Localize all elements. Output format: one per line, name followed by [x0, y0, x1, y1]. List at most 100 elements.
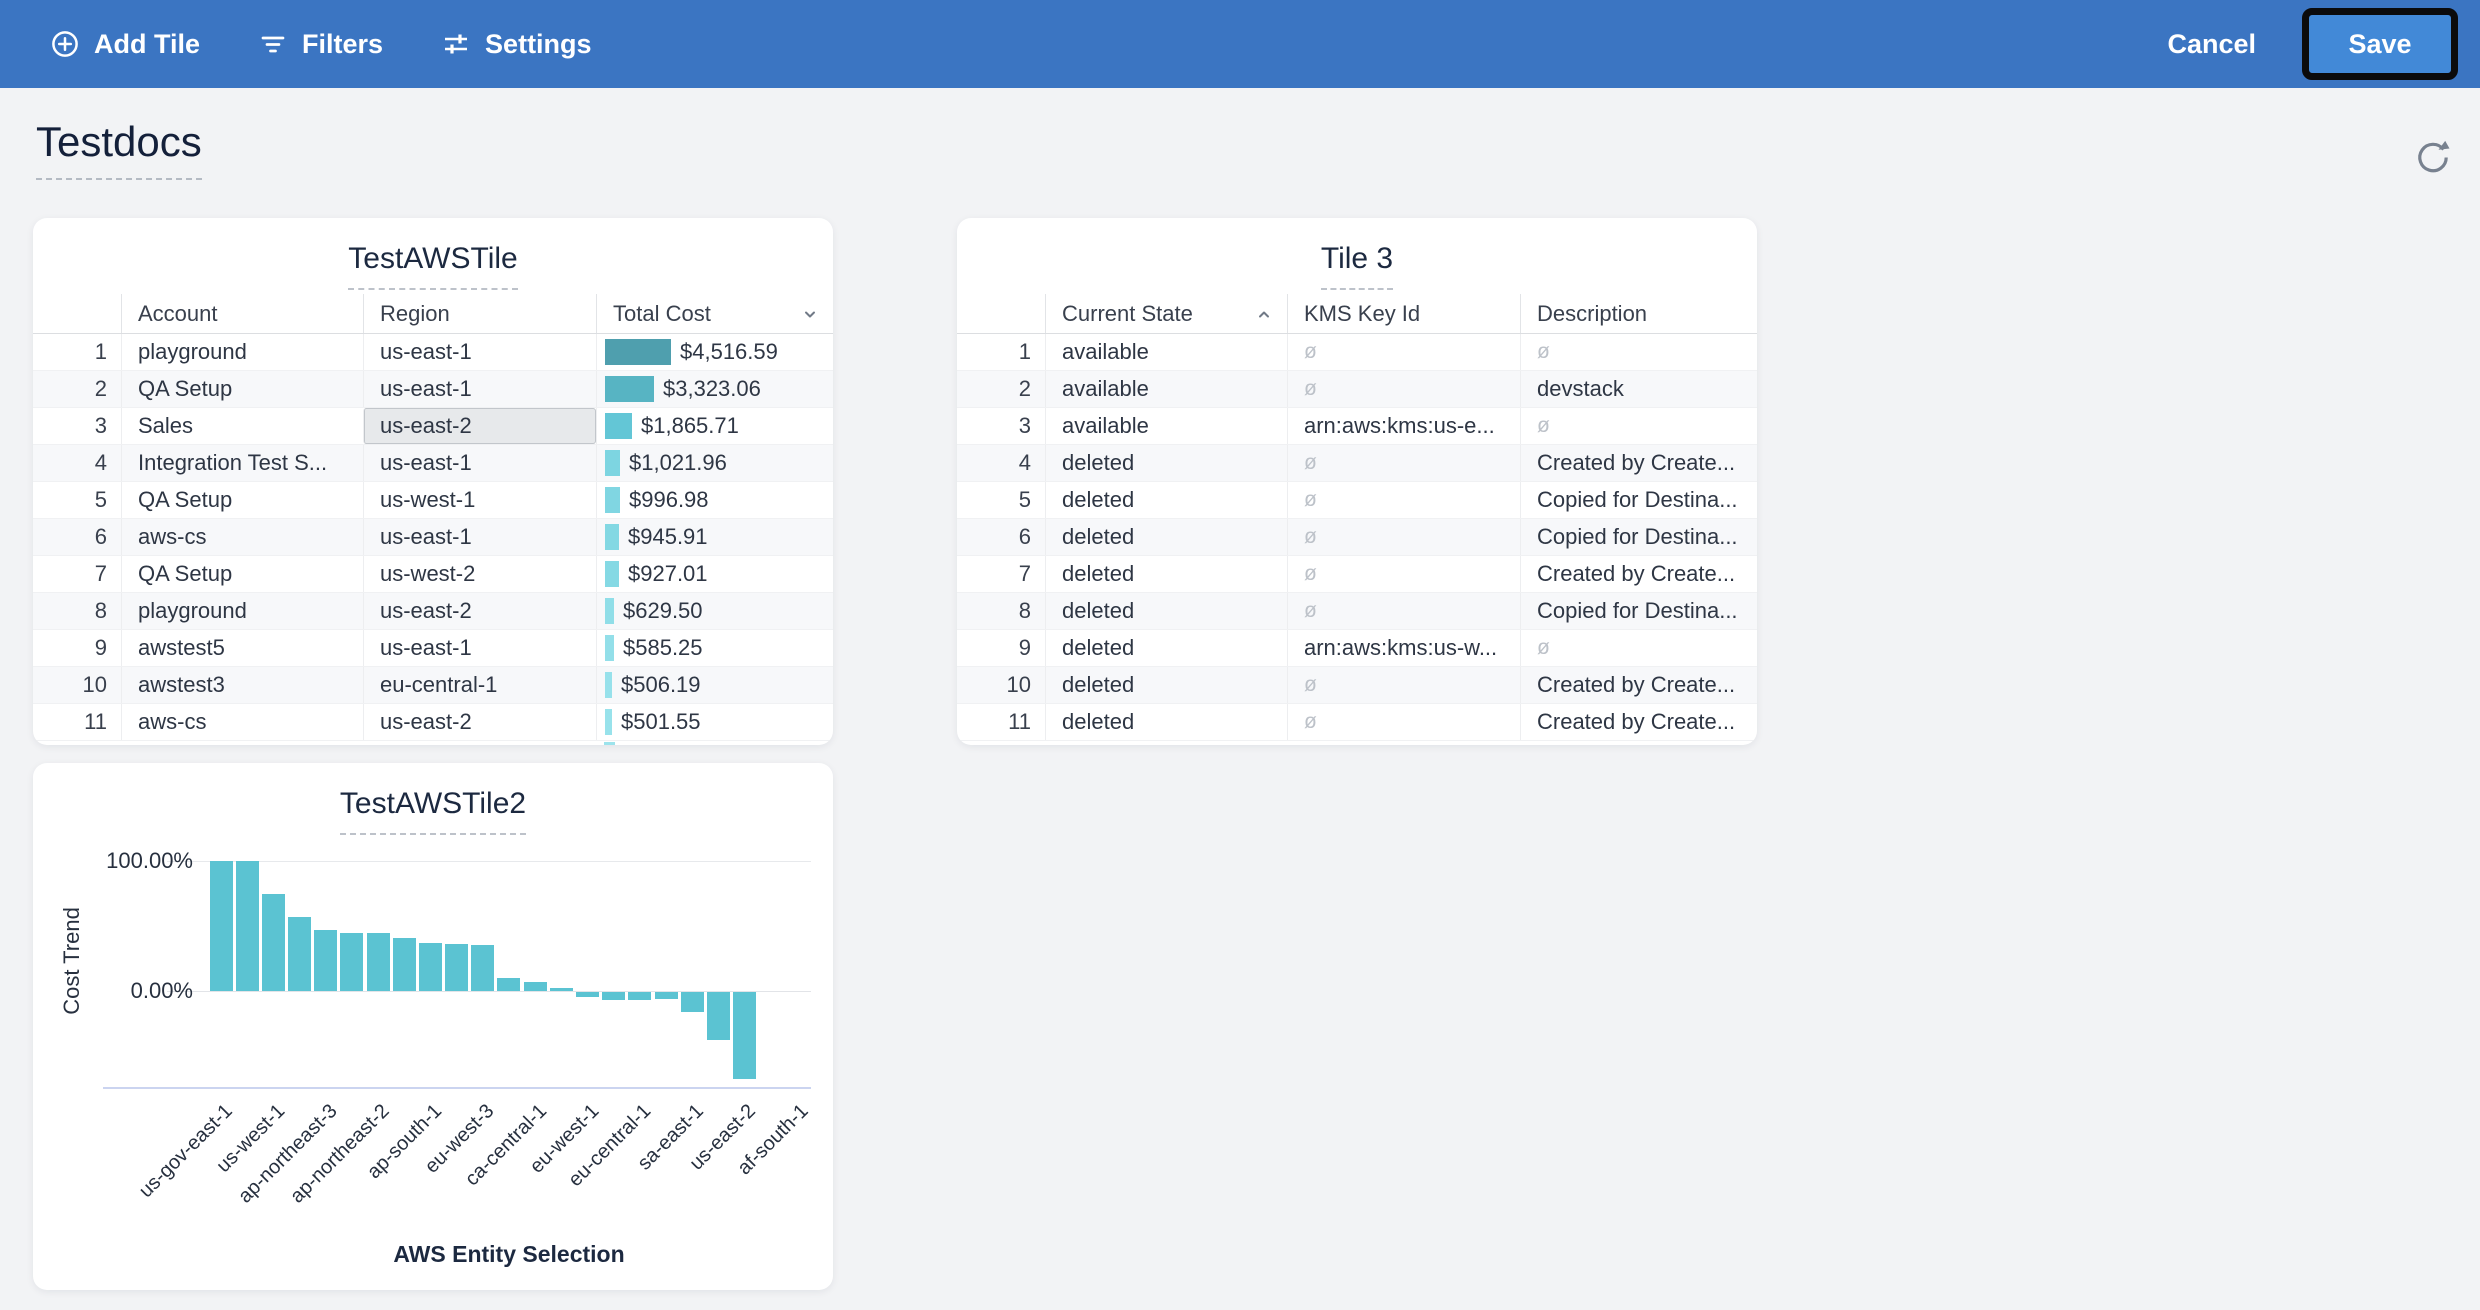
description-cell[interactable]: Created by Create... — [1520, 704, 1757, 740]
current-state-cell[interactable]: available — [1045, 334, 1287, 370]
description-cell[interactable]: ø — [1520, 408, 1757, 444]
null-value: ø — [1537, 636, 1550, 659]
account-cell[interactable]: aws-cs — [121, 519, 363, 555]
description-cell[interactable]: devstack — [1520, 371, 1757, 407]
description-cell[interactable]: Created by Create... — [1520, 556, 1757, 592]
column-header-kms-key-id[interactable]: KMS Key Id — [1287, 294, 1520, 333]
column-header-description[interactable]: Description — [1520, 294, 1757, 333]
description-cell[interactable]: Created by Create... — [1520, 667, 1757, 703]
kms-key-id-cell[interactable]: arn:aws:kms:us-w... — [1287, 630, 1520, 666]
cost-bar — [605, 339, 671, 365]
description-cell[interactable]: Copied for Destina... — [1520, 593, 1757, 629]
account-cell[interactable]: playground — [121, 334, 363, 370]
current-state-cell[interactable]: deleted — [1045, 630, 1287, 666]
current-state-cell[interactable]: deleted — [1045, 445, 1287, 481]
column-header-region[interactable]: Region — [363, 294, 596, 333]
region-cell[interactable]: us-east-1 — [363, 334, 596, 370]
kms-key-id-cell[interactable]: ø — [1287, 445, 1520, 481]
description-cell[interactable]: ø — [1520, 334, 1757, 370]
total-cost-cell[interactable]: $3,323.06 — [596, 371, 833, 407]
region-cell[interactable]: us-east-2 — [363, 593, 596, 629]
current-state-cell[interactable]: deleted — [1045, 519, 1287, 555]
kms-key-id-cell[interactable]: ø — [1287, 667, 1520, 703]
table-row: 1 playground us-east-1 $4,516.59 — [33, 334, 833, 371]
kms-key-id-cell[interactable]: ø — [1287, 556, 1520, 592]
total-cost-cell[interactable]: $1,021.96 — [596, 445, 833, 481]
total-cost-cell[interactable]: $927.01 — [596, 556, 833, 592]
description-cell[interactable]: ø — [1520, 630, 1757, 666]
total-cost-cell[interactable]: $996.98 — [596, 482, 833, 518]
region-cell[interactable]: eu-central-1 — [363, 667, 596, 703]
column-header-label: Description — [1537, 300, 1648, 326]
current-state-cell[interactable]: deleted — [1045, 667, 1287, 703]
kms-key-id-cell[interactable]: ø — [1287, 593, 1520, 629]
y-tick-0: 0.00% — [130, 978, 193, 1003]
current-state-cell[interactable]: available — [1045, 371, 1287, 407]
account-cell[interactable]: QA Setup — [121, 556, 363, 592]
cost-value: $1,865.71 — [641, 413, 739, 438]
cost-value: $996.98 — [629, 487, 709, 512]
column-header-current-state[interactable]: Current State — [1045, 294, 1287, 333]
chart-bar — [602, 992, 626, 1000]
account-cell[interactable]: Sales — [121, 408, 363, 444]
total-cost-cell[interactable]: $501.55 — [596, 704, 833, 740]
account-cell[interactable]: QA Setup — [121, 482, 363, 518]
region-cell[interactable]: us-east-2 — [363, 704, 596, 740]
table-row: 8 deleted ø Copied for Destina... — [957, 593, 1757, 630]
total-cost-cell[interactable]: $585.25 — [596, 630, 833, 666]
table-row: 2 QA Setup us-east-1 $3,323.06 — [33, 371, 833, 408]
column-header-account[interactable]: Account — [121, 294, 363, 333]
current-state-cell[interactable]: deleted — [1045, 556, 1287, 592]
region-cell[interactable]: us-east-1 — [363, 445, 596, 481]
region-cell[interactable]: us-east-1 — [363, 519, 596, 555]
kms-key-id-cell[interactable]: ø — [1287, 704, 1520, 740]
region-cell-selected[interactable]: us-east-2 — [363, 408, 596, 444]
region-cell[interactable]: us-east-1 — [363, 371, 596, 407]
null-value: ø — [1304, 562, 1317, 585]
current-state-cell[interactable]: deleted — [1045, 593, 1287, 629]
cost-value: $629.50 — [623, 598, 703, 623]
current-state-cell[interactable]: deleted — [1045, 704, 1287, 740]
total-cost-cell[interactable]: $4,516.59 — [596, 334, 833, 370]
tile-title[interactable]: TestAWSTile2 — [339, 787, 527, 835]
kms-table: Current State KMS Key Id Description 1 avail… — [957, 294, 1757, 741]
row-number: 1 — [1018, 339, 1031, 364]
description-cell[interactable]: Created by Create... — [1520, 445, 1757, 481]
account-cell[interactable]: Integration Test S... — [121, 445, 363, 481]
tile-title[interactable]: Tile 3 — [1320, 242, 1394, 290]
account-cell[interactable]: awstest5 — [121, 630, 363, 666]
kms-key-id-cell[interactable]: ø — [1287, 334, 1520, 370]
description-cell[interactable]: Copied for Destina... — [1520, 482, 1757, 518]
kms-key-id-cell[interactable]: ø — [1287, 519, 1520, 555]
table-row: 10 deleted ø Created by Create... — [957, 667, 1757, 704]
settings-button[interactable]: Settings — [441, 29, 592, 60]
current-state-cell[interactable]: available — [1045, 408, 1287, 444]
kms-key-id-cell[interactable]: ø — [1287, 482, 1520, 518]
add-tile-button[interactable]: Add Tile — [50, 29, 200, 60]
account-cell[interactable]: aws-cs — [121, 704, 363, 740]
page-title[interactable]: Testdocs — [36, 118, 202, 180]
region-cell[interactable]: us-west-2 — [363, 556, 596, 592]
kms-key-id-cell[interactable]: arn:aws:kms:us-e... — [1287, 408, 1520, 444]
row-number: 8 — [94, 598, 107, 623]
refresh-icon[interactable] — [2412, 136, 2454, 178]
account-cell[interactable]: awstest3 — [121, 667, 363, 703]
total-cost-cell[interactable]: $629.50 — [596, 593, 833, 629]
region-cell[interactable]: us-west-1 — [363, 482, 596, 518]
save-button[interactable]: Save — [2309, 15, 2451, 73]
account-cell[interactable]: playground — [121, 593, 363, 629]
filters-button[interactable]: Filters — [258, 29, 383, 60]
total-cost-cell[interactable]: $945.91 — [596, 519, 833, 555]
x-axis-title: AWS Entity Selection — [393, 1241, 625, 1267]
column-header-total-cost[interactable]: Total Cost — [596, 294, 833, 333]
current-state-cell[interactable]: deleted — [1045, 482, 1287, 518]
total-cost-cell[interactable]: $506.19 — [596, 667, 833, 703]
tile-title[interactable]: TestAWSTile — [348, 242, 518, 290]
region-cell[interactable]: us-east-1 — [363, 630, 596, 666]
kms-key-id-cell[interactable]: ø — [1287, 371, 1520, 407]
account-cell[interactable]: QA Setup — [121, 371, 363, 407]
cancel-button[interactable]: Cancel — [2167, 28, 2256, 59]
description-cell[interactable]: Copied for Destina... — [1520, 519, 1757, 555]
total-cost-cell[interactable]: $1,865.71 — [596, 408, 833, 444]
gridline-100pct — [167, 861, 811, 862]
